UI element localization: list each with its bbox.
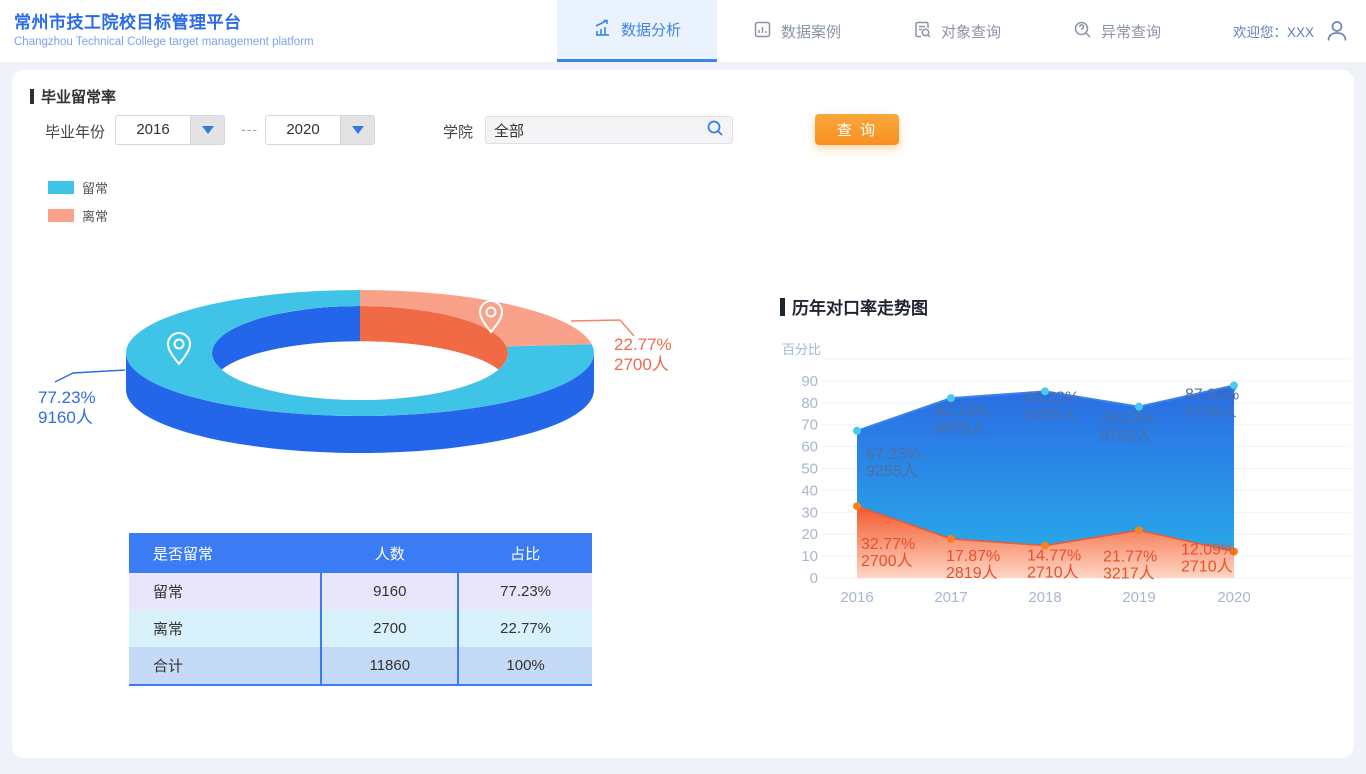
svg-text:50: 50 [801, 461, 818, 478]
chevron-down-icon [190, 116, 224, 144]
donut-label-retained: 77.23% 9160人 [38, 388, 96, 427]
tab-label: 数据分析 [620, 22, 681, 39]
range-separator: --- [241, 121, 258, 137]
year-filter-label: 毕业年份 [45, 124, 106, 141]
svg-text:2017: 2017 [934, 589, 967, 606]
document-search-icon [913, 20, 932, 43]
area-value-label: 78.23% 8763人 [1100, 411, 1154, 445]
tab-label: 对象查询 [940, 23, 1001, 41]
tab-label: 异常查询 [1100, 23, 1161, 41]
svg-text:2019: 2019 [1122, 589, 1155, 606]
app-logo: 常州市技工院校目标管理平台 Changzhou Technical Colleg… [14, 8, 314, 48]
main-card: 毕业留常率 毕业年份 2016 --- 2020 学院 全部 查 询 留常 离常… [12, 70, 1354, 758]
donut-chart: 77.23% 9160人 22.77% 2700人 [30, 280, 720, 490]
donut-3d-svg [54, 290, 635, 453]
svg-text:30: 30 [801, 504, 818, 521]
tab-label: 数据案例 [780, 23, 841, 41]
legend-item-retained[interactable]: 留常 [48, 178, 108, 197]
legend-swatch-salmon [48, 209, 74, 222]
college-search-input[interactable]: 全部 [485, 116, 733, 144]
tab-anomaly-query[interactable]: 异常查询 [1037, 0, 1197, 62]
donut-legend: 留常 离常 [48, 178, 108, 234]
college-filter-label: 学院 [443, 124, 474, 141]
person-icon[interactable] [1324, 18, 1350, 49]
table-row: 留常 9160 77.23% [129, 573, 592, 610]
area-value-label: 87.91% 2710人 [1185, 386, 1239, 420]
legend-item-left[interactable]: 离常 [48, 206, 108, 225]
table-header-row: 是否留常 人数 占比 [129, 533, 592, 573]
donut-label-left: 22.77% 2700人 [614, 335, 672, 374]
section-title-retention: 毕业留常率 [30, 86, 116, 107]
title-bar-decoration [30, 89, 34, 104]
app-title: 常州市技工院校目标管理平台 [14, 13, 242, 32]
trend-area-svg: 0 10 20 30 40 50 60 70 80 90 百分比 2016 2017 2018 2019 20… [782, 342, 1350, 606]
svg-text:90: 90 [801, 373, 818, 390]
table-row: 离常 2700 22.77% [129, 610, 592, 647]
svg-text:2018: 2018 [1028, 589, 1061, 606]
svg-text:0: 0 [810, 570, 818, 587]
section-title-trend: 历年对口率走势图 [780, 294, 928, 319]
svg-text:80: 80 [801, 395, 818, 412]
svg-text:百分比: 百分比 [782, 342, 821, 357]
chevron-down-icon [340, 116, 374, 144]
magnifier-icon[interactable] [706, 119, 724, 142]
area-value-label: 85.23% 9258人 [1025, 389, 1079, 423]
title-bar-decoration [780, 297, 785, 316]
svg-text:20: 20 [801, 526, 818, 543]
welcome-text: 欢迎您：XXX [1232, 25, 1314, 40]
svg-text:40: 40 [801, 482, 818, 499]
area-value-label: 21.77% 3217人 [1103, 548, 1157, 582]
year-from-select[interactable]: 2016 [115, 115, 225, 145]
svg-text:2020: 2020 [1217, 589, 1250, 606]
table-row-total: 合计 11860 100% [129, 647, 592, 685]
trend-area-chart: 0 10 20 30 40 50 60 70 80 90 百分比 2016 2017 2018 2019 20… [780, 340, 1355, 610]
area-value-label: 32.77% 2700人 [861, 536, 915, 570]
app-subtitle: Changzhou Technical College target manag… [14, 36, 314, 48]
query-button[interactable]: 查 询 [815, 114, 899, 145]
area-value-label: 17.87% 2819人 [946, 548, 1000, 582]
tab-data-analysis[interactable]: 数据分析 [557, 0, 717, 62]
area-value-label: 67.23% 9258人 [866, 446, 920, 480]
app-header: 常州市技工院校目标管理平台 Changzhou Technical Colleg… [0, 0, 1366, 62]
svg-text:60: 60 [801, 439, 818, 456]
area-value-label: 14.77% 2710人 [1027, 548, 1081, 582]
area-value-label: 12.09% 2710人 [1181, 542, 1235, 576]
year-to-select[interactable]: 2020 [265, 115, 375, 145]
document-chart-icon [753, 20, 772, 43]
tab-data-cases[interactable]: 数据案例 [717, 0, 877, 62]
area-value-label: 82.13% 8675人 [935, 403, 989, 437]
svg-text:2016: 2016 [840, 589, 873, 606]
svg-text:10: 10 [801, 548, 818, 565]
legend-swatch-cyan [48, 181, 74, 194]
question-search-icon [1073, 20, 1092, 43]
retention-table: 是否留常 人数 占比 留常 9160 77.23% 离常 2700 22.77%… [129, 533, 592, 686]
main-nav: 数据分析 数据案例 对象查询 异常查询 [557, 0, 1197, 62]
svg-text:70: 70 [801, 417, 818, 434]
bar-chart-trend-icon [593, 18, 612, 41]
tab-object-query[interactable]: 对象查询 [877, 0, 1037, 62]
